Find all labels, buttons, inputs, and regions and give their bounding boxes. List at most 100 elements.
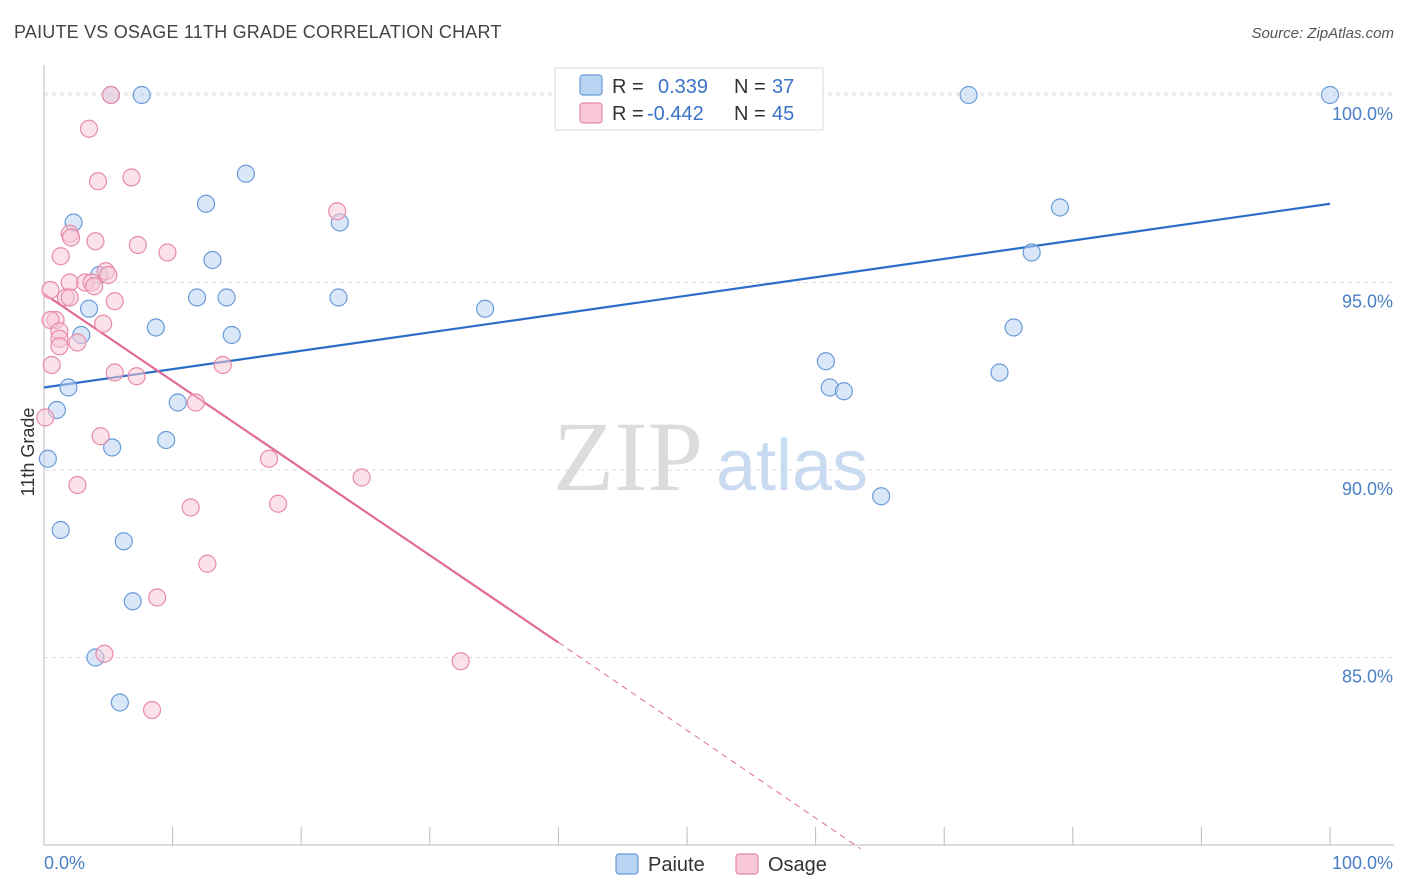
osage-point <box>186 393 205 412</box>
osage-point <box>142 700 162 720</box>
osage-point <box>60 288 79 307</box>
osage-point <box>158 243 177 262</box>
paiute-point <box>187 288 207 307</box>
paiute-point <box>132 85 151 105</box>
legend-r-label-paiute: R = <box>612 76 644 98</box>
paiute-point <box>1004 318 1023 337</box>
paiute-point <box>1022 243 1041 262</box>
osage-point <box>181 498 200 517</box>
osage-point <box>91 427 110 446</box>
paiute-point <box>236 164 256 183</box>
osage-point <box>99 265 118 285</box>
y-tick-label: 100.0% <box>1332 104 1393 124</box>
osage-point <box>451 652 470 671</box>
osage-point <box>79 119 99 138</box>
y-tick-label: 95.0% <box>1342 292 1393 312</box>
osage-point <box>61 228 81 247</box>
paiute-point <box>834 382 853 401</box>
osage-point <box>68 333 87 352</box>
watermark: ZIP atlas <box>553 401 868 512</box>
correlation-legend: R = 0.339 N = 37 R = -0.442 N = 45 <box>554 67 824 131</box>
paiute-point <box>475 299 495 318</box>
osage-point <box>127 367 146 386</box>
paiute-point <box>103 438 122 457</box>
bottom-legend-label-osage: Osage <box>768 854 827 876</box>
osage-point <box>328 202 347 221</box>
bottom-legend-swatch-paiute <box>615 853 639 875</box>
paiute-point <box>157 430 176 450</box>
paiute-point <box>816 352 835 371</box>
paiute-point <box>38 449 57 468</box>
osage-point <box>50 337 69 356</box>
legend-n-label-osage: N = <box>734 103 766 125</box>
osage-trend-extension <box>558 642 861 850</box>
watermark-atlas: atlas <box>716 426 868 506</box>
paiute-point <box>168 393 187 412</box>
osage-point <box>41 280 60 300</box>
x-tick-label: 0.0% <box>44 853 85 873</box>
paiute-trend-line <box>43 202 1331 389</box>
paiute-point <box>203 250 222 270</box>
paiute-point <box>79 299 99 318</box>
chart-source: Source: ZipAtlas.com <box>1251 25 1394 42</box>
osage-point <box>86 232 105 251</box>
osage-point <box>352 468 371 487</box>
y-tick-labels: 100.0% 95.0% 90.0% 85.0% <box>1332 104 1393 687</box>
paiute-point <box>329 288 348 307</box>
paiute-point <box>217 288 236 307</box>
legend-r-value-osage: -0.442 <box>647 103 704 125</box>
paiute-point <box>196 194 216 213</box>
osage-point <box>88 172 108 191</box>
osage-point <box>94 314 113 333</box>
osage-trend-line <box>43 292 560 644</box>
osage-point <box>51 247 70 266</box>
paiute-point <box>872 487 891 506</box>
osage-point <box>36 408 55 427</box>
series-legend: Paiute Osage <box>615 853 827 876</box>
legend-n-label-paiute: N = <box>734 76 766 98</box>
paiute-point <box>222 325 241 345</box>
y-axis-label: 11th Grade <box>18 408 38 497</box>
y-tick-label: 85.0% <box>1342 667 1393 687</box>
osage-point <box>128 235 147 255</box>
x-tick-labels: 0.0% 100.0% <box>44 853 1393 873</box>
osage-point <box>105 292 124 311</box>
osage-point <box>105 363 124 382</box>
bottom-legend-swatch-osage <box>735 853 759 875</box>
watermark-zip: ZIP <box>553 401 703 512</box>
osage-point <box>268 494 288 513</box>
legend-r-value-paiute: 0.339 <box>658 76 708 98</box>
osage-point <box>259 449 279 468</box>
y-tick-label: 90.0% <box>1342 479 1393 499</box>
paiute-point <box>110 693 129 712</box>
osage-point <box>42 355 61 375</box>
paiute-point <box>146 318 165 337</box>
paiute-point <box>1050 198 1070 217</box>
trend-lines <box>43 202 1331 850</box>
osage-point <box>101 85 120 105</box>
paiute-point <box>123 592 142 611</box>
bottom-legend-label-paiute: Paiute <box>648 854 705 876</box>
paiute-point <box>59 378 78 397</box>
osage-point <box>85 277 104 296</box>
paiute-point <box>990 363 1009 382</box>
paiute-point <box>959 85 978 105</box>
osage-point <box>213 355 232 375</box>
osage-point <box>122 168 141 187</box>
osage-point <box>148 588 167 607</box>
osage-point <box>198 554 217 573</box>
x-tick-label: 100.0% <box>1332 853 1393 873</box>
paiute-point <box>1320 85 1340 105</box>
paiute-point <box>114 532 133 551</box>
osage-point <box>68 475 87 495</box>
legend-n-value-osage: 45 <box>772 103 794 125</box>
data-points <box>36 85 1340 720</box>
legend-n-value-paiute: 37 <box>772 76 794 98</box>
osage-point <box>95 644 114 663</box>
paiute-point <box>51 520 70 540</box>
legend-r-label-osage: R = <box>612 103 644 125</box>
legend-swatch-osage <box>579 102 603 124</box>
chart-title: PAIUTE VS OSAGE 11TH GRADE CORRELATION C… <box>14 22 502 42</box>
legend-swatch-paiute <box>579 74 603 96</box>
